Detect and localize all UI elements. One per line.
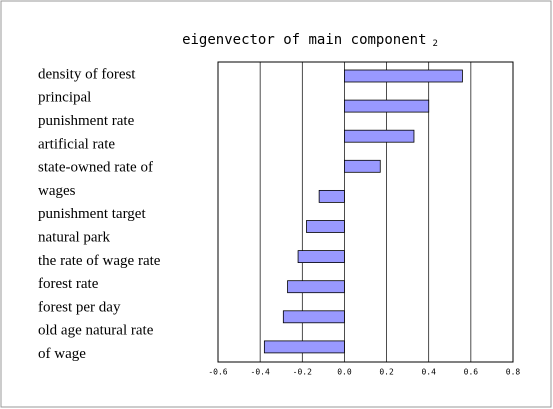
category-label: punishment rate [38,113,135,129]
category-label: density of forest [38,66,136,82]
title-main: eigenvector of main component [182,32,426,48]
x-tick-label: -0.4 [251,368,270,377]
category-label: artificial rate [38,136,115,152]
category-label: state-owned rate of [38,160,153,176]
category-label: of wage [38,346,86,362]
category-label: natural park [38,230,111,246]
x-tick-label: 0.8 [506,368,521,377]
bar [344,69,463,83]
bar [306,220,345,233]
category-label: punishment target [38,206,146,222]
bar [287,280,345,294]
title-suffix: 2 [433,39,438,49]
bar [297,250,345,264]
bar [344,99,430,113]
bar [263,340,345,354]
x-tick-label: -0.6 [208,368,227,377]
category-label: principal [38,90,91,106]
chart-title: eigenvector of main component 2 [182,32,438,49]
category-label: forest per day [38,299,121,315]
bar [318,189,345,203]
x-tick-label: 0.6 [464,368,479,377]
category-label: the rate of wage rate [38,253,161,269]
bar [282,310,345,324]
x-tick-label: -0.2 [293,368,312,377]
x-tick-label: 0.2 [379,368,394,377]
category-label: forest rate [38,276,99,292]
x-tick-label: 0.0 [337,368,352,377]
bar [344,129,415,143]
x-tick-label: 0.4 [421,368,436,377]
category-label: old age natural rate [38,323,154,339]
bar [344,159,381,173]
category-label: wages [38,183,76,199]
